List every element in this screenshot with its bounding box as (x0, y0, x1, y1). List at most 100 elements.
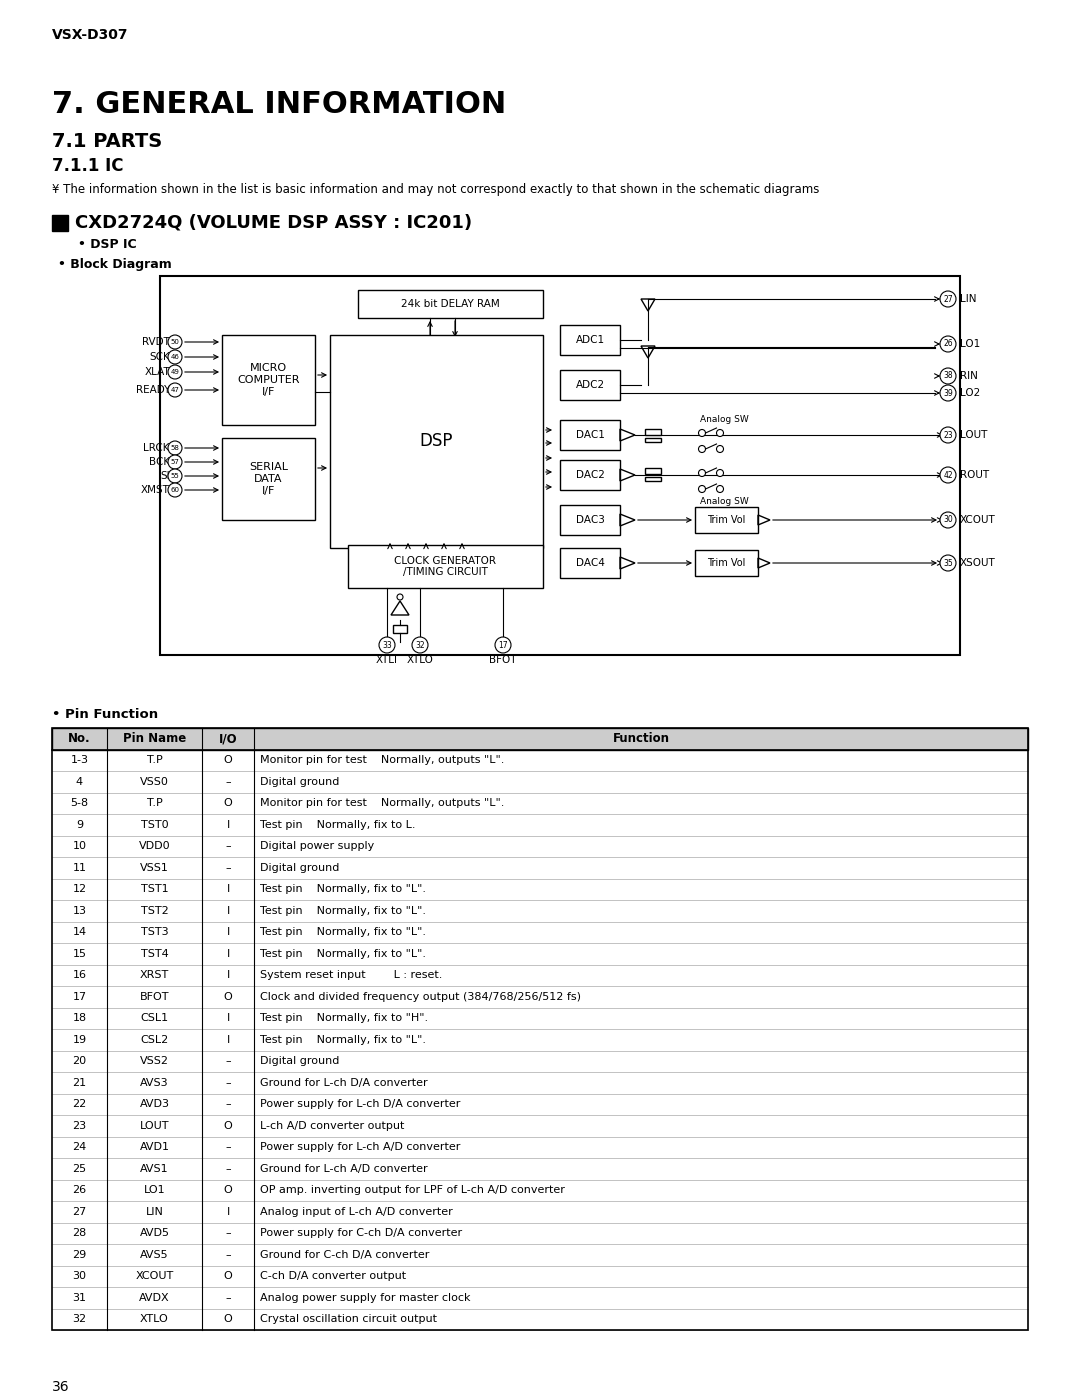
Text: 29: 29 (72, 1250, 86, 1260)
Text: READY: READY (136, 386, 170, 395)
Text: LO1: LO1 (960, 339, 981, 349)
Text: 26: 26 (943, 339, 953, 348)
Bar (696, 507, 758, 534)
Text: VSS2: VSS2 (140, 1056, 168, 1066)
Text: Trim Vol: Trim Vol (707, 557, 745, 569)
Text: I/O: I/O (218, 732, 238, 745)
Bar (222, 439, 315, 520)
Text: XSOUT: XSOUT (960, 557, 996, 569)
Text: Power supply for L-ch D/A converter: Power supply for L-ch D/A converter (260, 1099, 460, 1109)
Bar (561, 460, 620, 490)
Bar (52, 1309, 1028, 1330)
Text: –: – (226, 1143, 231, 1153)
Text: BCK: BCK (149, 457, 170, 467)
Bar (561, 548, 620, 578)
Text: SERIAL
DATA
I/F: SERIAL DATA I/F (249, 462, 288, 496)
Text: LRCK: LRCK (144, 443, 170, 453)
Text: 25: 25 (72, 1164, 86, 1173)
Text: –: – (226, 1228, 231, 1238)
Text: OP amp. inverting output for LPF of L-ch A/D converter: OP amp. inverting output for LPF of L-ch… (260, 1185, 565, 1196)
Text: No.: No. (68, 732, 91, 745)
Text: CLOCK GENERATOR
/TIMING CIRCUIT: CLOCK GENERATOR /TIMING CIRCUIT (394, 556, 497, 577)
Bar (52, 771, 1028, 792)
Bar (645, 476, 661, 481)
Text: TST4: TST4 (140, 949, 168, 958)
Circle shape (716, 469, 724, 476)
Text: 30: 30 (943, 515, 953, 524)
Text: Analog input of L-ch A/D converter: Analog input of L-ch A/D converter (260, 1207, 453, 1217)
Text: Analog SW: Analog SW (700, 497, 748, 506)
Text: DSP: DSP (420, 433, 454, 450)
Text: LO2: LO2 (960, 388, 981, 398)
Text: 35: 35 (943, 559, 953, 567)
Text: 32: 32 (72, 1315, 86, 1324)
Text: I: I (227, 1207, 230, 1217)
Text: I: I (227, 905, 230, 916)
Text: 57: 57 (171, 460, 179, 465)
Text: Pin Name: Pin Name (123, 732, 186, 745)
Circle shape (168, 455, 183, 469)
Text: 38: 38 (943, 372, 953, 380)
Circle shape (940, 291, 956, 307)
Text: VSS0: VSS0 (140, 777, 168, 787)
Text: Test pin    Normally, fix to "L".: Test pin Normally, fix to "L". (260, 928, 426, 937)
Text: Clock and divided frequency output (384/768/256/512 fs): Clock and divided frequency output (384/… (260, 992, 581, 1002)
Text: 12: 12 (72, 884, 86, 894)
Text: Digital ground: Digital ground (260, 863, 339, 873)
Text: LOUT: LOUT (960, 430, 987, 440)
Circle shape (168, 383, 183, 397)
Bar (52, 964, 1028, 986)
Bar (52, 1266, 1028, 1287)
Text: BFOT: BFOT (489, 655, 516, 665)
Text: 27: 27 (943, 295, 953, 303)
Bar (52, 835, 1028, 856)
Text: Test pin    Normally, fix to "L".: Test pin Normally, fix to "L". (260, 884, 426, 894)
Text: DAC4: DAC4 (576, 557, 605, 569)
Text: AVD1: AVD1 (139, 1143, 170, 1153)
Text: Monitor pin for test    Normally, outputs "L".: Monitor pin for test Normally, outputs "… (260, 756, 504, 766)
Circle shape (168, 469, 183, 483)
Bar (52, 943, 1028, 964)
Text: 14: 14 (72, 928, 86, 937)
Circle shape (168, 483, 183, 497)
Text: TST0: TST0 (140, 820, 168, 830)
Text: LOUT: LOUT (139, 1120, 170, 1130)
Circle shape (168, 351, 183, 365)
Text: AVD3: AVD3 (139, 1099, 170, 1109)
Text: 55: 55 (171, 474, 179, 479)
Text: VSS1: VSS1 (140, 863, 168, 873)
Text: AVD5: AVD5 (139, 1228, 170, 1238)
Text: I: I (227, 884, 230, 894)
Text: Monitor pin for test    Normally, outputs "L".: Monitor pin for test Normally, outputs "… (260, 798, 504, 809)
Text: 4: 4 (76, 777, 83, 787)
Text: ADC1: ADC1 (576, 335, 605, 345)
Bar (52, 1115, 1028, 1137)
Text: 11: 11 (72, 863, 86, 873)
Text: DAC2: DAC2 (576, 469, 605, 481)
Text: –: – (226, 1099, 231, 1109)
Text: 17: 17 (498, 640, 508, 650)
Text: 22: 22 (72, 1099, 86, 1109)
Text: TST1: TST1 (140, 884, 168, 894)
Text: O: O (224, 1271, 232, 1281)
Text: 23: 23 (943, 430, 953, 440)
Bar (561, 326, 620, 355)
Text: AVS1: AVS1 (140, 1164, 168, 1173)
Bar (561, 420, 620, 450)
Text: 16: 16 (72, 971, 86, 981)
Bar (330, 335, 543, 548)
Text: XCOUT: XCOUT (135, 1271, 174, 1281)
Text: 19: 19 (72, 1035, 86, 1045)
Bar (52, 215, 68, 231)
Text: 21: 21 (72, 1077, 86, 1088)
Text: O: O (224, 1120, 232, 1130)
Text: AVS5: AVS5 (140, 1250, 168, 1260)
Text: BFOT: BFOT (139, 992, 170, 1002)
Circle shape (699, 486, 705, 493)
Text: XTLO: XTLO (406, 655, 433, 665)
Bar (52, 1222, 1028, 1243)
Bar (52, 1137, 1028, 1158)
Text: 50: 50 (171, 339, 179, 345)
Text: Power supply for L-ch A/D converter: Power supply for L-ch A/D converter (260, 1143, 460, 1153)
Text: –: – (226, 863, 231, 873)
